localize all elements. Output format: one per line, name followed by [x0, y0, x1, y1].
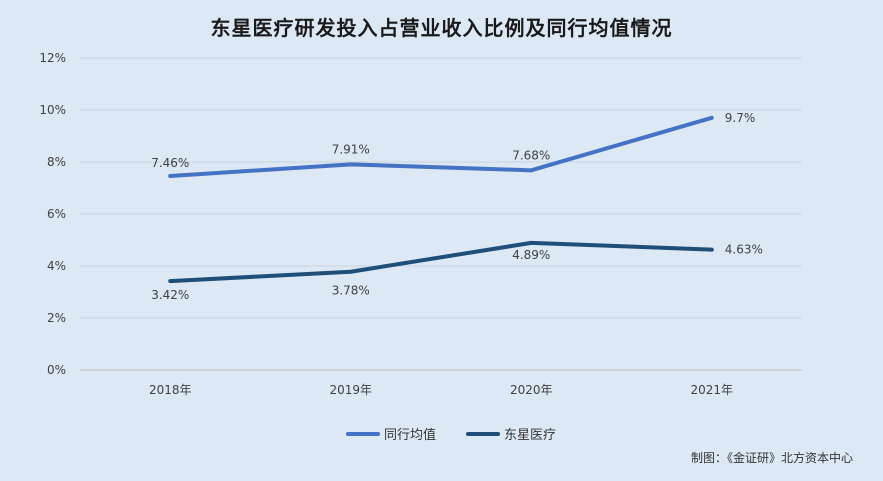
y-tick-label: 6% [47, 207, 66, 221]
data-label: 3.42% [151, 288, 189, 302]
x-axis-ticks: 2018年 2019年 2020年 2021年 [149, 383, 733, 397]
data-label: 9.7% [725, 111, 756, 125]
y-tick-label: 8% [47, 155, 66, 169]
data-label: 7.46% [151, 156, 189, 170]
chart-title: 东星医疗研发投入占营业收入比例及同行均值情况 [210, 16, 673, 40]
data-label: 3.78% [332, 284, 370, 298]
data-label: 7.68% [512, 148, 550, 162]
y-tick-label: 4% [47, 259, 66, 273]
legend-label: 东星医疗 [504, 428, 556, 443]
x-tick-label: 2020年 [510, 383, 553, 397]
data-label: 7.91% [332, 142, 370, 156]
x-tick-label: 2021年 [690, 383, 733, 397]
y-tick-label: 12% [39, 51, 66, 65]
x-tick-label: 2019年 [329, 383, 372, 397]
legend-label: 同行均值 [384, 427, 436, 443]
data-labels: 7.46% 7.91% 7.68% 9.7% 3.42% 3.78% 4.89% 4.63% [151, 111, 763, 302]
series-line [168, 240, 714, 284]
y-tick-label: 10% [39, 103, 66, 117]
legend: 同行均值 东星医疗 [346, 427, 556, 443]
gridlines [80, 57, 802, 371]
y-tick-label: 0% [47, 363, 66, 377]
y-axis-ticks: 0% 2% 4% 6% 8% 10% 12% [39, 51, 66, 377]
series-line [168, 115, 714, 179]
y-tick-label: 2% [47, 311, 66, 325]
data-label: 4.63% [725, 243, 763, 257]
x-tick-label: 2018年 [149, 383, 192, 397]
series-lines [168, 115, 714, 284]
data-label: 4.89% [512, 248, 550, 262]
credit-text: 制图：《金证研》北方资本中心 [690, 451, 853, 465]
